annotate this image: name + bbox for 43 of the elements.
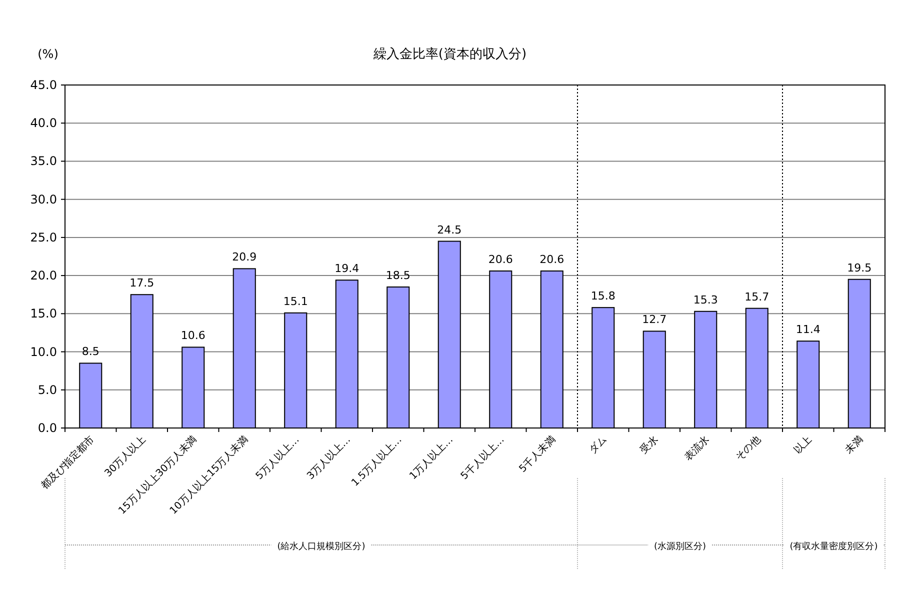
data-label: 11.4 bbox=[796, 323, 820, 336]
x-tick-label: 5万人以上… bbox=[253, 434, 302, 482]
x-tick-label: 以上 bbox=[792, 434, 814, 456]
y-tick-label: 30.0 bbox=[30, 192, 57, 206]
y-tick-label: 20.0 bbox=[30, 268, 57, 283]
x-tick-label: 5千人未満 bbox=[516, 434, 558, 475]
y-tick-label: 15.0 bbox=[30, 306, 57, 321]
y-tick-label: 25.0 bbox=[30, 230, 57, 244]
data-label: 17.5 bbox=[130, 276, 154, 290]
data-label: 20.6 bbox=[488, 252, 513, 266]
data-label: 10.6 bbox=[180, 329, 206, 342]
x-tick-label: 受水 bbox=[638, 434, 660, 456]
x-tick-label: 都及び指定都市 bbox=[38, 434, 97, 492]
text: (給水人口規模別区分) bbox=[277, 541, 366, 552]
data-label: 20.6 bbox=[540, 252, 564, 266]
y-tick-label: 10.0 bbox=[30, 344, 57, 359]
y-axis-title: (%) bbox=[38, 47, 58, 61]
data-label: 19.5 bbox=[847, 261, 872, 274]
data-label: 15.7 bbox=[744, 290, 770, 304]
x-tick-label: ダム bbox=[586, 434, 610, 456]
data-label: 15.3 bbox=[693, 293, 718, 306]
x-tick-label: 5千人以上… bbox=[458, 434, 507, 482]
chart-title: 繰入金比率(資本的収入分) bbox=[372, 46, 527, 62]
y-tick-label: 40.0 bbox=[30, 116, 57, 130]
data-label: 15.8 bbox=[590, 290, 616, 303]
y-tick-label: 35.0 bbox=[30, 154, 57, 168]
x-tick-label: 表流水 bbox=[682, 434, 712, 464]
data-label: 8.5 bbox=[82, 345, 100, 358]
data-label: 15.1 bbox=[283, 294, 308, 308]
x-tick-label: 未満 bbox=[842, 434, 866, 456]
text: (水源別区分) bbox=[654, 541, 706, 552]
data-label: 24.5 bbox=[437, 223, 462, 236]
data-label: 18.5 bbox=[386, 268, 410, 282]
data-label: 12.7 bbox=[642, 313, 667, 326]
y-tick-label: 45.0 bbox=[30, 78, 57, 92]
data-label: 20.9 bbox=[232, 250, 257, 264]
x-tick-label: その他 bbox=[733, 434, 763, 464]
x-tick-label: 1万人以上… bbox=[407, 434, 456, 482]
y-tick-label: 0.0 bbox=[38, 421, 57, 435]
x-tick-label: 30万人以上 bbox=[102, 434, 148, 480]
data-label: 19.4 bbox=[334, 262, 360, 276]
text: (有収水量密度別区分) bbox=[790, 541, 878, 552]
y-tick-label: 5.0 bbox=[38, 382, 57, 397]
